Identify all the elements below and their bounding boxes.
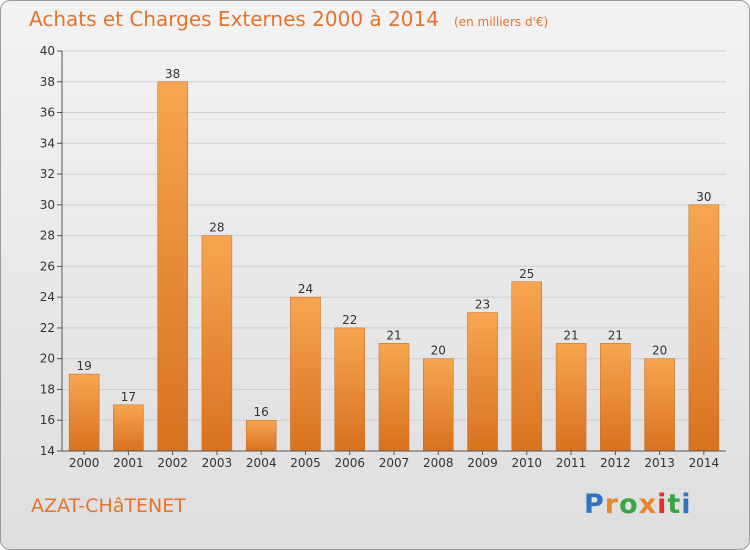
bar	[245, 419, 277, 452]
commune-name: AZAT-CHâTENET	[31, 495, 186, 517]
x-tick-label: 2004	[246, 456, 277, 470]
bar	[378, 343, 410, 452]
bar	[555, 343, 587, 452]
bar	[688, 204, 720, 452]
x-tick-label: 2011	[556, 456, 587, 470]
bar	[201, 235, 233, 452]
data-label: 25	[519, 267, 534, 281]
x-tick-label: 2002	[157, 456, 188, 470]
logo-letter: x	[638, 489, 658, 520]
y-tick-label: 34	[40, 136, 55, 150]
data-label: 38	[165, 67, 180, 81]
x-tick-label: 2009	[467, 456, 498, 470]
logo-letter: P	[584, 489, 605, 520]
proxiti-logo[interactable]: Proxiti	[584, 489, 692, 520]
y-tick-label: 26	[40, 259, 55, 273]
y-tick-label: 14	[40, 444, 55, 458]
bar	[157, 81, 188, 452]
data-label: 21	[386, 328, 401, 342]
data-label: 21	[563, 328, 578, 342]
logo-letter: i	[657, 489, 668, 520]
x-tick-label: 2001	[113, 456, 144, 470]
bar	[467, 312, 498, 452]
y-tick-label: 30	[40, 198, 55, 212]
x-tick-label: 2000	[69, 456, 100, 470]
y-tick-label: 40	[40, 44, 55, 58]
chart-title: Achats et Charges Externes 2000 à 2014	[29, 7, 439, 31]
x-tick-label: 2007	[379, 456, 410, 470]
data-label: 17	[121, 390, 136, 404]
x-tick-label: 2008	[423, 456, 454, 470]
y-tick-label: 22	[40, 321, 55, 335]
y-tick-label: 38	[40, 75, 55, 89]
logo-letter: o	[619, 489, 639, 520]
x-tick-label: 2014	[689, 456, 720, 470]
y-tick-label: 16	[40, 413, 55, 427]
y-tick-label: 32	[40, 167, 55, 181]
bar	[290, 296, 321, 452]
y-tick-label: 18	[40, 382, 55, 396]
logo-letter: i	[681, 489, 692, 520]
bar	[600, 343, 631, 452]
x-tick-label: 2013	[644, 456, 675, 470]
bar	[644, 358, 675, 452]
x-tick-label: 2006	[334, 456, 365, 470]
x-tick-label: 2012	[600, 456, 631, 470]
data-label: 20	[431, 344, 446, 358]
logo-letter: r	[604, 489, 620, 520]
data-label: 19	[76, 359, 91, 373]
x-tick-label: 2003	[202, 456, 233, 470]
data-label: 21	[608, 328, 623, 342]
y-tick-label: 20	[40, 352, 55, 366]
bar	[423, 358, 454, 452]
chart-unit: (en milliers d'€)	[454, 15, 549, 29]
logo-letter: t	[667, 489, 682, 520]
bar	[511, 281, 543, 452]
title-row: Achats et Charges Externes 2000 à 2014 (…	[29, 7, 548, 31]
x-tick-label: 2005	[290, 456, 321, 470]
data-label: 30	[696, 190, 711, 204]
bar	[68, 373, 100, 452]
y-tick-label: 36	[40, 106, 55, 120]
data-label: 24	[298, 282, 313, 296]
y-tick-label: 28	[40, 229, 55, 243]
data-label: 20	[652, 344, 667, 358]
bar	[334, 327, 365, 452]
y-tick-label: 24	[40, 290, 55, 304]
bar	[113, 404, 144, 452]
data-label: 23	[475, 298, 490, 312]
data-label: 22	[342, 313, 357, 327]
data-label: 28	[209, 221, 224, 235]
x-tick-label: 2010	[512, 456, 543, 470]
data-label: 16	[254, 405, 269, 419]
